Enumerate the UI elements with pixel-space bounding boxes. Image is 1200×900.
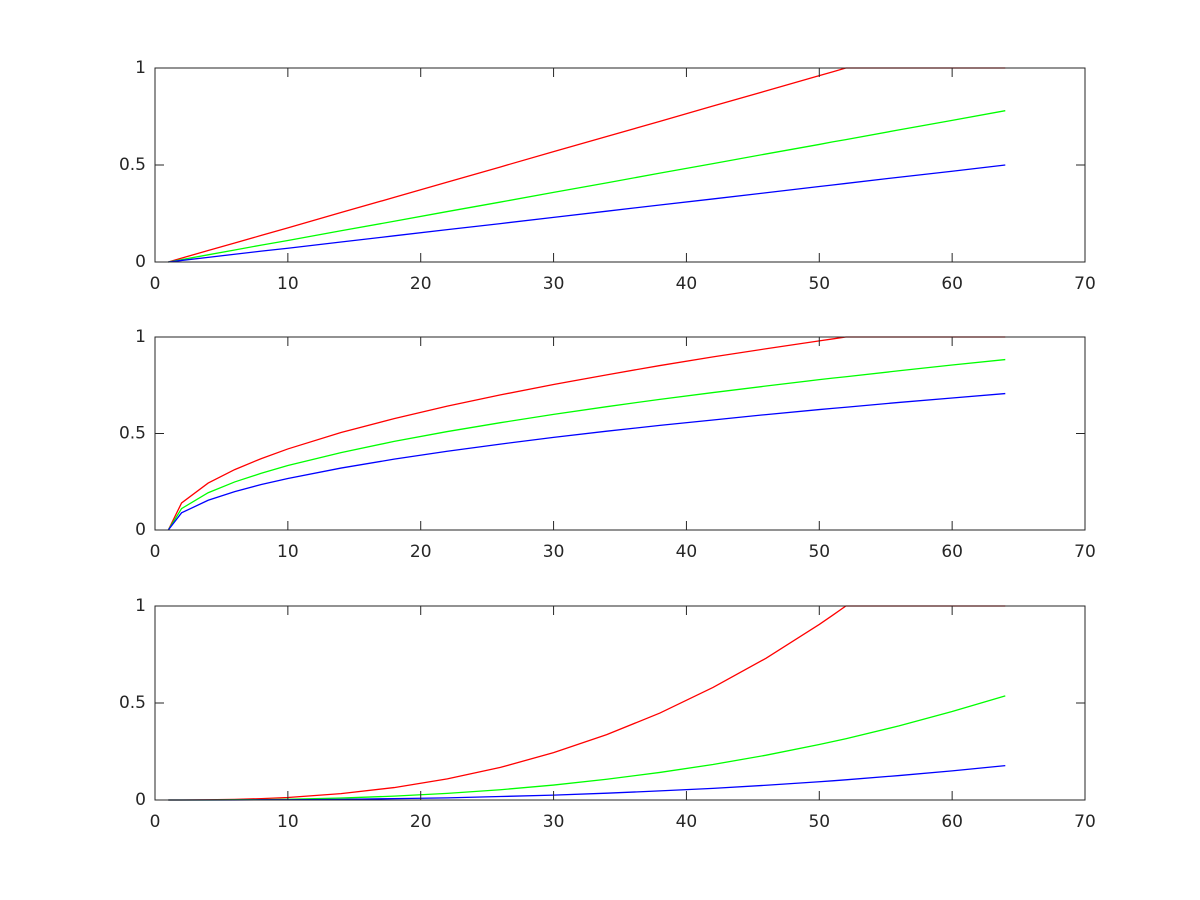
x-tick-label: 20	[410, 812, 432, 832]
x-tick-label: 70	[1074, 542, 1096, 562]
y-tick-label: 0.5	[119, 693, 146, 713]
x-tick-label: 70	[1074, 274, 1096, 294]
data-line	[168, 67, 1006, 263]
x-tick-label: 20	[410, 274, 432, 294]
x-tick-label: 10	[277, 274, 299, 294]
x-tick-label: 60	[941, 274, 963, 294]
x-tick-label: 30	[543, 812, 565, 832]
x-tick-label: 30	[543, 542, 565, 562]
x-tick-label: 20	[410, 542, 432, 562]
x-tick-label: 40	[676, 274, 698, 294]
y-tick-label: 0	[135, 790, 146, 810]
x-tick-label: 0	[150, 812, 161, 832]
x-tick-label: 50	[808, 542, 830, 562]
y-tick-label: 0	[135, 252, 146, 272]
y-tick-label: 0	[135, 520, 146, 540]
data-line	[167, 336, 1006, 531]
x-tick-label: 50	[808, 812, 830, 832]
y-tick-label: 1	[135, 596, 146, 616]
x-tick-label: 50	[808, 274, 830, 294]
x-tick-label: 0	[150, 274, 161, 294]
x-tick-label: 70	[1074, 812, 1096, 832]
axes-background	[155, 68, 1085, 262]
axes-background	[155, 337, 1085, 530]
x-tick-label: 30	[543, 274, 565, 294]
x-tick-label: 10	[277, 812, 299, 832]
x-tick-label: 10	[277, 542, 299, 562]
data-line	[167, 358, 1006, 531]
y-tick-label: 1	[135, 327, 146, 347]
x-tick-label: 40	[676, 812, 698, 832]
y-tick-label: 1	[135, 58, 146, 78]
x-tick-label: 40	[676, 542, 698, 562]
x-tick-label: 0	[150, 542, 161, 562]
data-line	[168, 110, 1006, 263]
y-tick-label: 0.5	[119, 155, 146, 175]
x-tick-label: 60	[941, 542, 963, 562]
y-tick-label: 0.5	[119, 424, 146, 444]
data-line	[168, 164, 1006, 263]
data-line	[167, 392, 1006, 531]
x-tick-label: 60	[941, 812, 963, 832]
axes-background	[155, 606, 1085, 800]
